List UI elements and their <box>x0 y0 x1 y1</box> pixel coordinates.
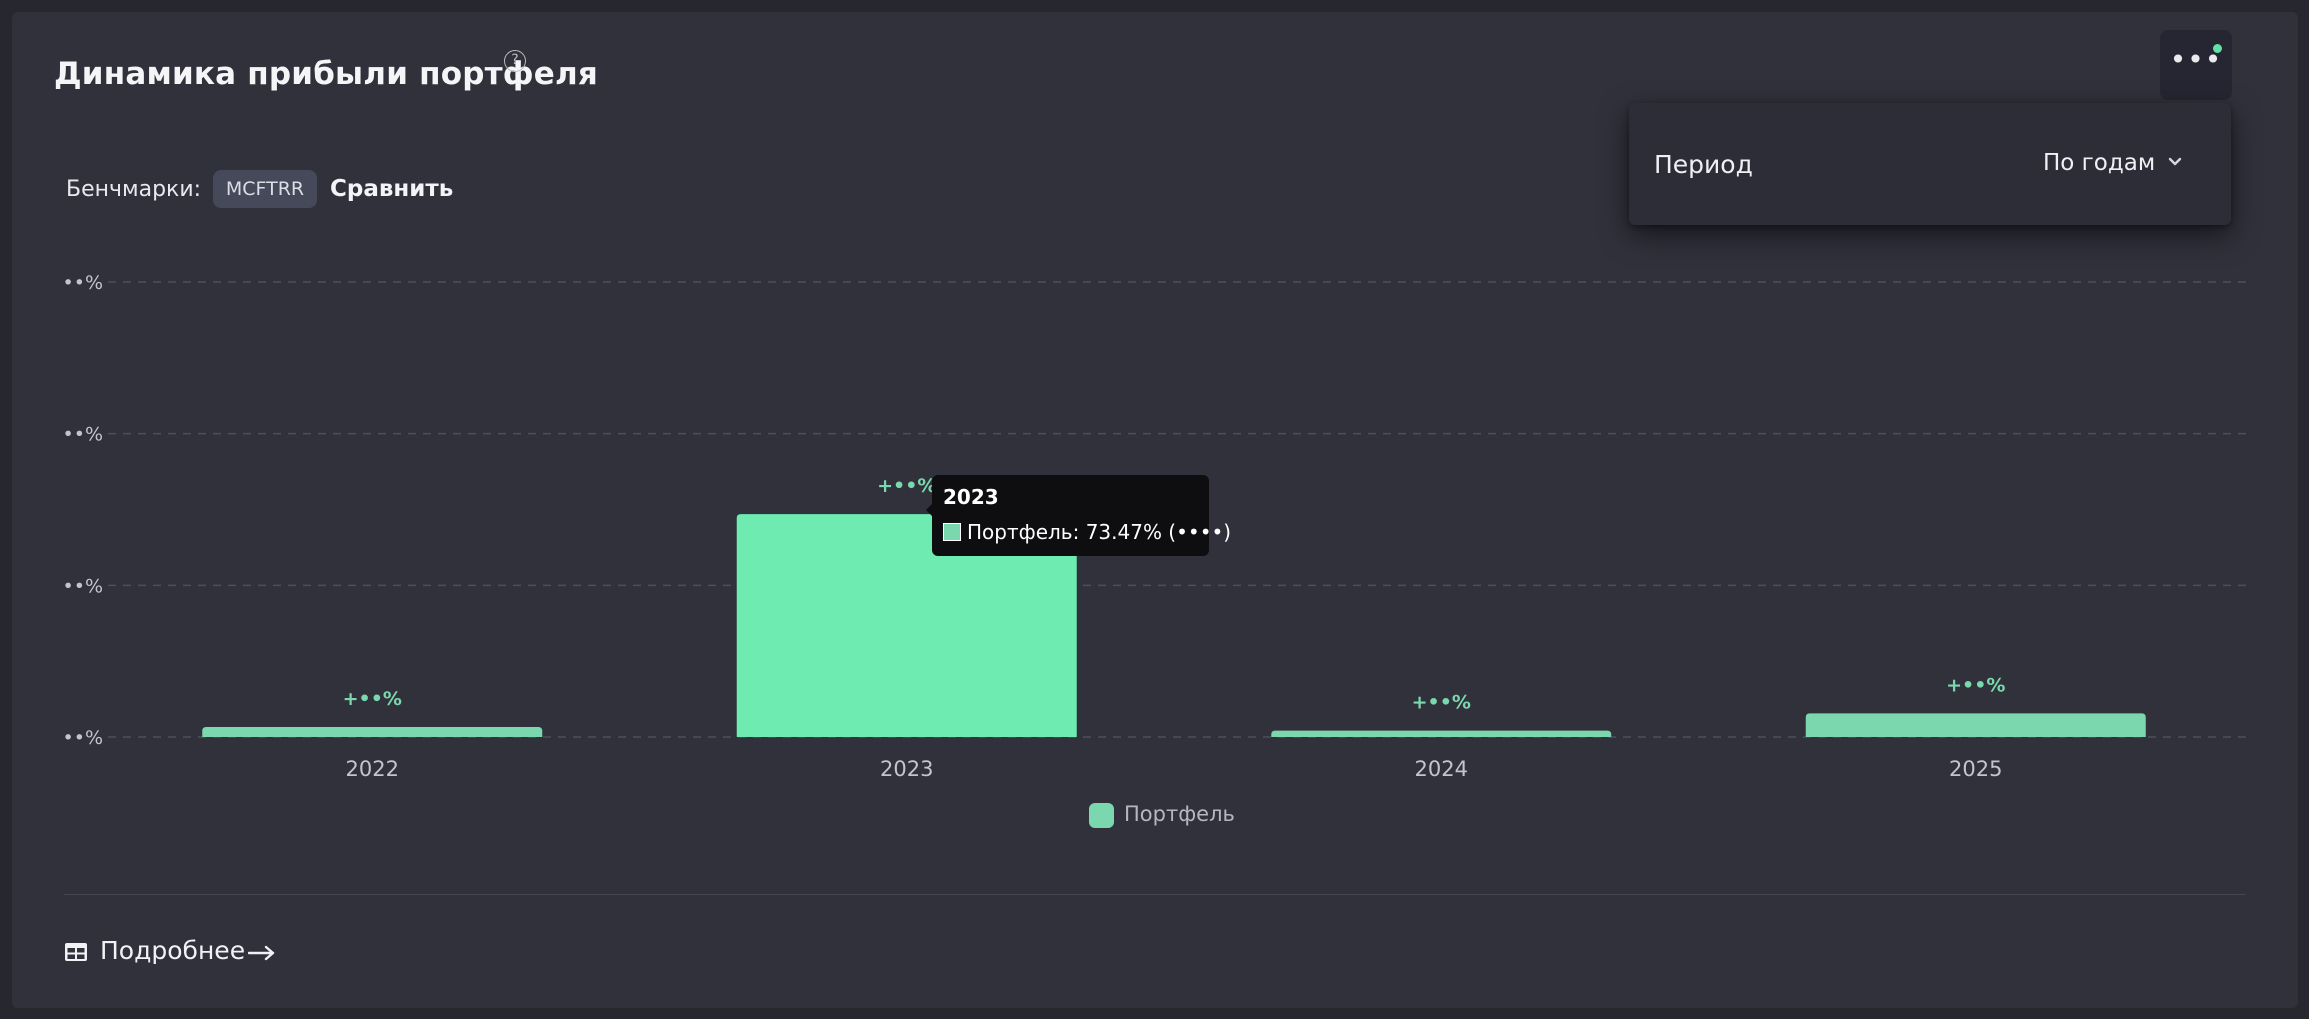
tooltip-value: Портфель: 73.47% (••••) <box>967 520 1232 544</box>
y-tick-label: ••% <box>63 727 103 749</box>
more-options-button[interactable]: ••• <box>2160 30 2232 100</box>
bar-data-label: +••% <box>343 688 402 710</box>
bar-2025[interactable] <box>1805 713 2146 737</box>
y-tick-label: ••% <box>63 575 103 597</box>
tooltip-title: 2023 <box>943 485 999 509</box>
question-circle-icon[interactable]: ? <box>504 50 526 72</box>
more-dots-icon: ••• <box>2169 43 2223 76</box>
bar-2022[interactable] <box>202 726 543 737</box>
tooltip-swatch <box>943 523 961 541</box>
table-icon <box>64 942 88 966</box>
period-select[interactable]: По годам <box>2043 147 2193 183</box>
benchmark-tag-mcftrr[interactable]: MCFTRR <box>213 170 317 208</box>
notification-dot <box>2213 44 2222 53</box>
profit-bar-chart: ••% ••% ••% ••% +••% 2022 +••% 2023 +••% 2024 +••%… <box>63 272 2246 781</box>
chart-tooltip: 2023 Портфель: 73.47% (••••) <box>926 475 1231 556</box>
period-value: По годам <box>2043 150 2156 176</box>
benchmark-tag-label: MCFTRR <box>225 178 305 200</box>
x-tick-label: 2024 <box>1415 757 1468 781</box>
benchmarks-label: Бенчмарки: <box>66 177 202 202</box>
bar-data-label: +••% <box>877 475 936 497</box>
divider <box>64 894 2246 895</box>
period-label: Период <box>1654 150 1753 179</box>
bar-data-label: +••% <box>1946 674 2005 696</box>
legend-label: Портфель <box>1124 802 1235 826</box>
bar-data-label: +••% <box>1412 692 1471 714</box>
y-tick-label: ••% <box>63 272 103 294</box>
x-tick-label: 2023 <box>880 757 933 781</box>
arrow-right-icon <box>247 945 276 965</box>
settings-dropdown: Период По годам <box>1629 103 2231 225</box>
x-tick-label: 2025 <box>1949 757 2002 781</box>
compare-button[interactable]: Сравнить <box>330 176 454 202</box>
bar-2024[interactable] <box>1271 730 1612 737</box>
chevron-down-icon <box>2168 151 2182 172</box>
details-label: Подробнее <box>100 936 246 965</box>
legend-swatch <box>1089 803 1114 828</box>
x-tick-label: 2022 <box>346 757 399 781</box>
bar-2023[interactable] <box>736 514 1077 737</box>
y-tick-label: ••% <box>63 424 103 446</box>
